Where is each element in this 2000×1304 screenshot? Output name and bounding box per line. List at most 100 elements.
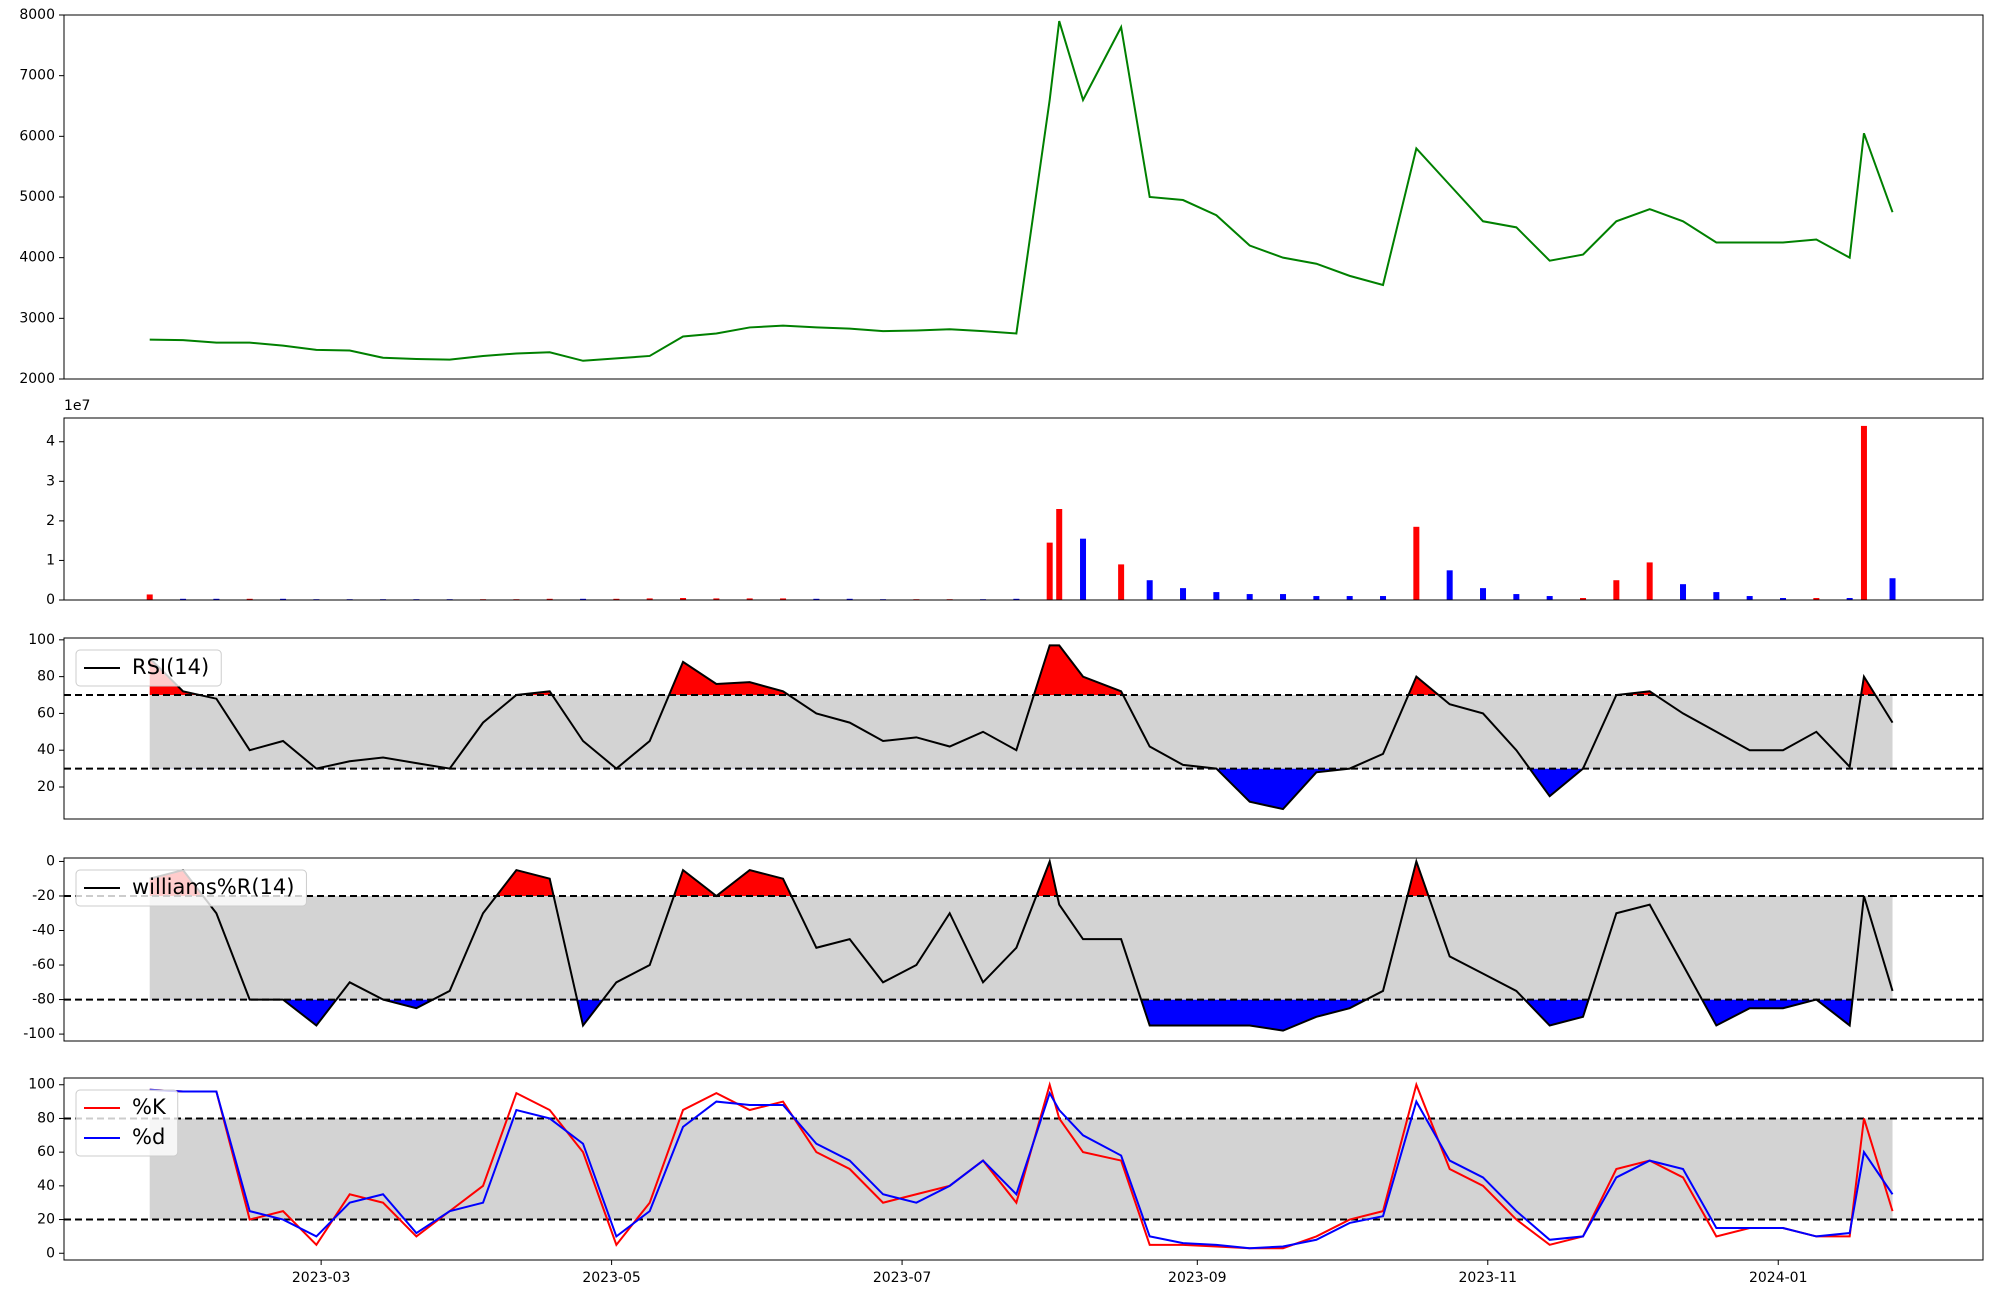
y-tick-label: 0 <box>46 1245 55 1261</box>
neutral-band <box>149 895 1893 1000</box>
panel: 0 1 2 3 4 1e7 <box>46 398 1984 608</box>
volume-bar <box>1813 598 1820 600</box>
legend: williams%R(14) <box>75 869 307 907</box>
volume-bar <box>1713 592 1720 600</box>
volume-bar <box>180 598 187 600</box>
y-tick-label: 8000 <box>19 7 55 23</box>
volume-bar <box>1246 594 1253 600</box>
volume-bar <box>1080 538 1087 600</box>
volume-bar <box>1413 526 1420 600</box>
volume-bar <box>1846 598 1853 600</box>
panel: 2000 3000 4000 5000 6000 7000 8000 <box>19 7 1984 387</box>
volume-bar <box>1446 570 1453 600</box>
x-tick-label: 2023-05 <box>582 1270 641 1286</box>
volume-bar <box>1646 562 1653 600</box>
y-tick-label: 0 <box>46 592 55 608</box>
volume-bar <box>1213 592 1220 600</box>
volume-bar <box>1146 580 1153 600</box>
volume-bar <box>1180 588 1187 600</box>
y-tick-label: -100 <box>23 1026 55 1042</box>
y-tick-label: 3000 <box>19 310 55 326</box>
volume-bar <box>1313 596 1320 600</box>
x-tick-label: 2023-03 <box>292 1270 351 1286</box>
panel: 0 -20 -40 -60 -80 -100 <box>23 853 1984 1042</box>
y-tick-label: 20 <box>37 1212 55 1228</box>
y-tick-label: -60 <box>32 957 55 973</box>
indicator-line <box>149 644 1894 811</box>
volume-bar <box>146 594 153 600</box>
oversold-fill <box>149 999 1893 1031</box>
y-tick-label: -20 <box>32 888 55 904</box>
y-tick-label: 1 <box>46 552 55 568</box>
volume-bar <box>1513 594 1520 600</box>
legend: RSI(14) <box>75 649 222 687</box>
volume-bar <box>1546 596 1553 600</box>
volume-bar <box>780 598 787 600</box>
volume-bar <box>246 598 253 600</box>
y-tick-label: 2000 <box>19 371 55 387</box>
volume-bar <box>1580 598 1587 600</box>
volume-bar <box>746 598 753 600</box>
volume-bar <box>1780 598 1787 600</box>
volume-bar <box>1860 425 1867 600</box>
y-tick-label: 60 <box>37 1144 55 1160</box>
volume-bar <box>1056 509 1063 600</box>
x-tick-label: 2023-09 <box>1168 1270 1227 1286</box>
panel: 20 40 60 80 100 <box>28 632 1984 820</box>
y-tick-label: 80 <box>37 669 55 685</box>
legend-label: williams%R(14) <box>132 875 294 899</box>
volume-bar <box>1680 584 1687 600</box>
legend-box <box>75 869 307 907</box>
legend-label: %K <box>132 1095 167 1119</box>
offset-label: 1e7 <box>64 398 90 414</box>
y-tick-label: 6000 <box>19 128 55 144</box>
y-tick-label: 100 <box>28 1077 55 1093</box>
volume-bar <box>1480 588 1487 600</box>
volume-bar <box>813 598 820 600</box>
volume-bar <box>1889 578 1896 600</box>
axes-frame <box>63 857 1984 1042</box>
price-line <box>149 20 1894 362</box>
volume-bar <box>1013 598 1020 600</box>
volume-bar <box>1346 596 1353 600</box>
x-tick-label: 2023-07 <box>873 1270 932 1286</box>
y-tick-label: 5000 <box>19 189 55 205</box>
volume-bar <box>280 598 287 600</box>
y-tick-label: 80 <box>37 1110 55 1126</box>
axes-frame <box>63 14 1984 380</box>
volume-bar <box>613 598 620 600</box>
legend-label: %d <box>132 1125 165 1149</box>
axes-frame <box>63 637 1984 820</box>
volume-bar <box>213 598 220 600</box>
x-tick-label: 2023-11 <box>1459 1270 1518 1286</box>
volume-bar <box>846 598 853 600</box>
y-tick-label: -40 <box>32 923 55 939</box>
axes-frame <box>63 417 1984 601</box>
y-tick-label: 7000 <box>19 68 55 84</box>
indicator-line <box>149 1088 1894 1250</box>
legend-box <box>75 649 222 687</box>
y-tick-label: 20 <box>37 779 55 795</box>
volume-bar <box>1746 596 1753 600</box>
y-tick-label: 4000 <box>19 250 55 266</box>
y-tick-label: -80 <box>32 992 55 1008</box>
volume-bar <box>646 598 653 600</box>
indicator-line <box>149 857 1894 1032</box>
legend: %K %d <box>75 1089 179 1157</box>
legend-label: RSI(14) <box>132 655 209 679</box>
x-tick-label: 2024-01 <box>1749 1270 1808 1286</box>
y-tick-label: 100 <box>28 632 55 648</box>
volume-bar <box>580 598 587 600</box>
y-tick-label: 3 <box>46 473 55 489</box>
volume-bar <box>1613 580 1620 600</box>
y-tick-label: 40 <box>37 1178 55 1194</box>
volume-bar <box>1380 596 1387 600</box>
axes-frame <box>63 1077 1984 1261</box>
neutral-band <box>149 695 1893 769</box>
y-tick-label: 2 <box>46 513 55 529</box>
volume-bar <box>546 598 553 600</box>
y-tick-label: 60 <box>37 705 55 721</box>
volume-bar <box>1280 594 1287 600</box>
legend-box <box>75 1089 179 1157</box>
